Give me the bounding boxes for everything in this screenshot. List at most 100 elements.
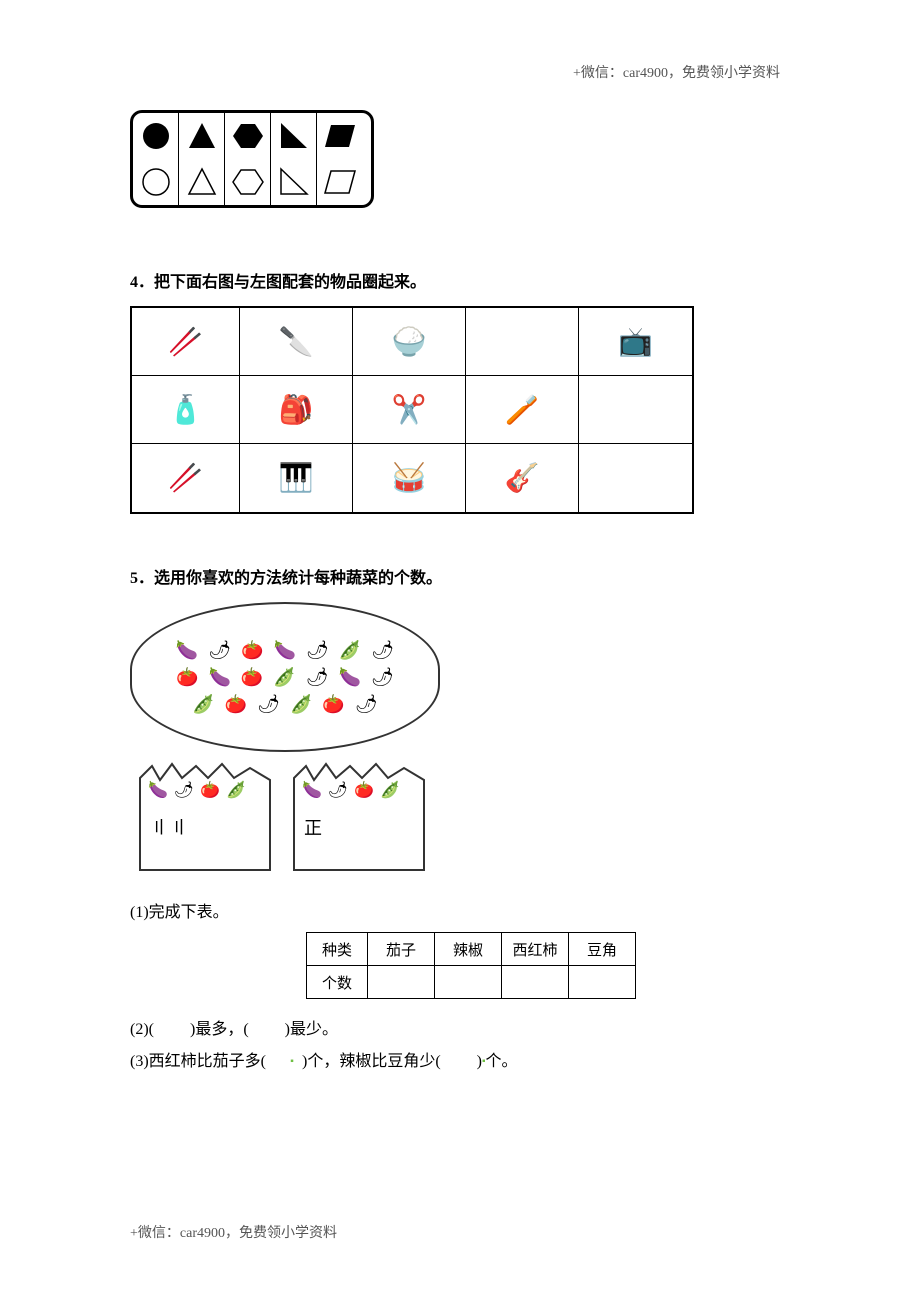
veg-eggplant-icon: 🍆	[274, 640, 296, 661]
tally-marks: 正	[304, 814, 324, 840]
q4-match-grid: 🥢🔪🍚 📺 🧴🎒✂️🪥 🥢🎹🥁🎸	[130, 306, 694, 514]
q5-sub2: (2)( )最多，( )最少。	[130, 1015, 790, 1039]
veg-bean-icon: 🫛	[339, 640, 361, 661]
fill-blank[interactable]	[154, 1015, 190, 1039]
green-dot-icon: ▪	[290, 1056, 294, 1067]
shape-cell	[317, 113, 363, 159]
veg-pepper-icon: 🌶	[371, 667, 394, 688]
green-dot-icon: ▪	[482, 1056, 486, 1067]
table-cell-blank[interactable]	[435, 966, 502, 999]
veg-tomato-icon: 🍅	[225, 694, 247, 715]
veg-pepper-icon: 🌶	[257, 694, 280, 715]
match-item-piano: 🎹	[240, 444, 353, 512]
q5-heading: 5．选用你喜欢的方法统计每种蔬菜的个数。	[130, 564, 790, 588]
shape-cell	[225, 159, 271, 205]
table-col-header: 茄子	[368, 933, 435, 966]
right-triangle-icon	[279, 121, 309, 151]
veg-tomato-icon: 🍅	[176, 667, 198, 688]
match-item-scissors: ✂️	[353, 376, 466, 444]
q5-sub3: (3)西红柿比茄子多( ▪ )个，辣椒比豆角少( )▪个。	[130, 1047, 790, 1071]
match-item-tv-blank	[466, 308, 579, 376]
veg-bean-icon: 🫛	[273, 667, 295, 688]
match-item-blank	[579, 444, 692, 512]
text: 个。	[486, 1053, 518, 1070]
table-cell-blank[interactable]	[368, 966, 435, 999]
vegetable-count-table: 种类 茄子 辣椒 西红柿 豆角 个数	[306, 932, 636, 999]
match-item-chopsticks: 🥢	[132, 308, 240, 376]
tally-box-2: 🍆 🌶 🍅 🫛 正	[284, 760, 434, 880]
veg-bean-icon: 🫛	[290, 694, 312, 715]
shape-cell	[179, 113, 225, 159]
vegetable-oval: 🍆🌶🍅🍆🌶🫛🌶🍅🍆🍅🫛🌶🍆🌶🫛🍅🌶🫛🍅🌶	[130, 602, 440, 752]
veg-bean-icon: 🫛	[192, 694, 214, 715]
match-item-tv: 📺	[579, 308, 692, 376]
veg-pepper-icon: 🌶	[306, 640, 329, 661]
q5-sub1: (1)完成下表。	[130, 898, 790, 922]
fill-blank[interactable]: ▪	[266, 1047, 302, 1071]
circle-icon	[141, 121, 171, 151]
shape-cell	[317, 159, 363, 205]
veg-eggplant-icon: 🍆	[209, 667, 231, 688]
text: (2)(	[130, 1021, 154, 1038]
vegetable-illustration: 🍆 🌶 🍅 🍆 🌶 🫛 🌶 🍅 🍆 🍅 🫛 🌶 🍆 🌶 🫛 🍅 🌶 🫛 🍅 🌶 🍆 🌶 🍅 🫛 〢〢 🍆 🌶 🍅 🫛 正	[130, 602, 460, 880]
match-item-backpack: 🎒	[240, 376, 353, 444]
shape-cell	[179, 159, 225, 205]
table-col-header: 辣椒	[435, 933, 502, 966]
veg-pepper-icon: 🌶	[355, 694, 378, 715]
right-triangle-outline-icon	[279, 167, 309, 197]
veg-pepper-icon: 🌶	[306, 667, 329, 688]
q4-heading: 4．把下面右图与左图配套的物品圈起来。	[130, 268, 790, 292]
match-item-bowl: 🍚	[353, 308, 466, 376]
veg-eggplant-icon: 🍆	[148, 780, 168, 800]
shapes-matching-grid	[130, 110, 374, 208]
veg-pepper-icon: 🌶	[208, 640, 231, 661]
table-head-label: 种类	[307, 933, 368, 966]
match-item-toothpaste: 🧴	[132, 376, 240, 444]
table-count-label: 个数	[307, 966, 368, 999]
triangle-icon	[187, 121, 217, 151]
veg-tomato-icon: 🍅	[322, 694, 344, 715]
veg-tomato-icon: 🍅	[241, 640, 263, 661]
match-item-drum: 🥁	[353, 444, 466, 512]
text: )最多，(	[190, 1021, 249, 1038]
veg-pepper-icon: 🌶	[328, 780, 348, 800]
match-item-guitar: 🎸	[466, 444, 579, 512]
fill-blank[interactable]	[441, 1047, 477, 1071]
match-item-blank	[579, 376, 692, 444]
triangle-outline-icon	[187, 167, 217, 197]
match-item-knife: 🔪	[240, 308, 353, 376]
table-col-header: 豆角	[569, 933, 636, 966]
table-col-header: 西红柿	[502, 933, 569, 966]
veg-tomato-icon: 🍅	[354, 780, 374, 800]
circle-outline-icon	[141, 167, 171, 197]
text: )个，辣椒比豆角少(	[302, 1053, 441, 1070]
worksheet-page: +微信：car4900，免费领小学资料 4．把下面右图与左图配套的物品圈起来。 …	[0, 0, 920, 1302]
fill-blank[interactable]	[249, 1015, 285, 1039]
tally-marks: 〢〢	[150, 814, 190, 840]
parallelogram-icon	[323, 123, 357, 149]
text: )最少。	[285, 1021, 338, 1038]
veg-pepper-icon: 🌶	[174, 780, 194, 800]
shape-cell	[271, 159, 317, 205]
veg-eggplant-icon: 🍆	[176, 640, 198, 661]
veg-tomato-icon: 🍅	[200, 780, 220, 800]
veg-bean-icon: 🫛	[380, 780, 400, 800]
table-row: 种类 茄子 辣椒 西红柿 豆角	[307, 933, 636, 966]
veg-pepper-icon: 🌶	[371, 640, 394, 661]
text: (3)西红柿比茄子多(	[130, 1053, 266, 1070]
parallelogram-outline-icon	[323, 169, 357, 195]
hexagon-outline-icon	[232, 167, 264, 197]
tally-boxes: 🍆 🌶 🍅 🫛 〢〢 🍆 🌶 🍅 🫛 正	[130, 760, 460, 880]
tally-box-1: 🍆 🌶 🍅 🫛 〢〢	[130, 760, 280, 880]
shape-cell	[133, 113, 179, 159]
veg-bean-icon: 🫛	[226, 780, 246, 800]
veg-eggplant-icon: 🍆	[302, 780, 322, 800]
match-item-toothbrush: 🪥	[466, 376, 579, 444]
shape-cell	[271, 113, 317, 159]
table-cell-blank[interactable]	[502, 966, 569, 999]
veg-eggplant-icon: 🍆	[339, 667, 361, 688]
table-cell-blank[interactable]	[569, 966, 636, 999]
match-item-drumsticks: 🥢	[132, 444, 240, 512]
header-watermark: +微信：car4900，免费领小学资料	[573, 62, 780, 82]
hexagon-icon	[232, 121, 264, 151]
